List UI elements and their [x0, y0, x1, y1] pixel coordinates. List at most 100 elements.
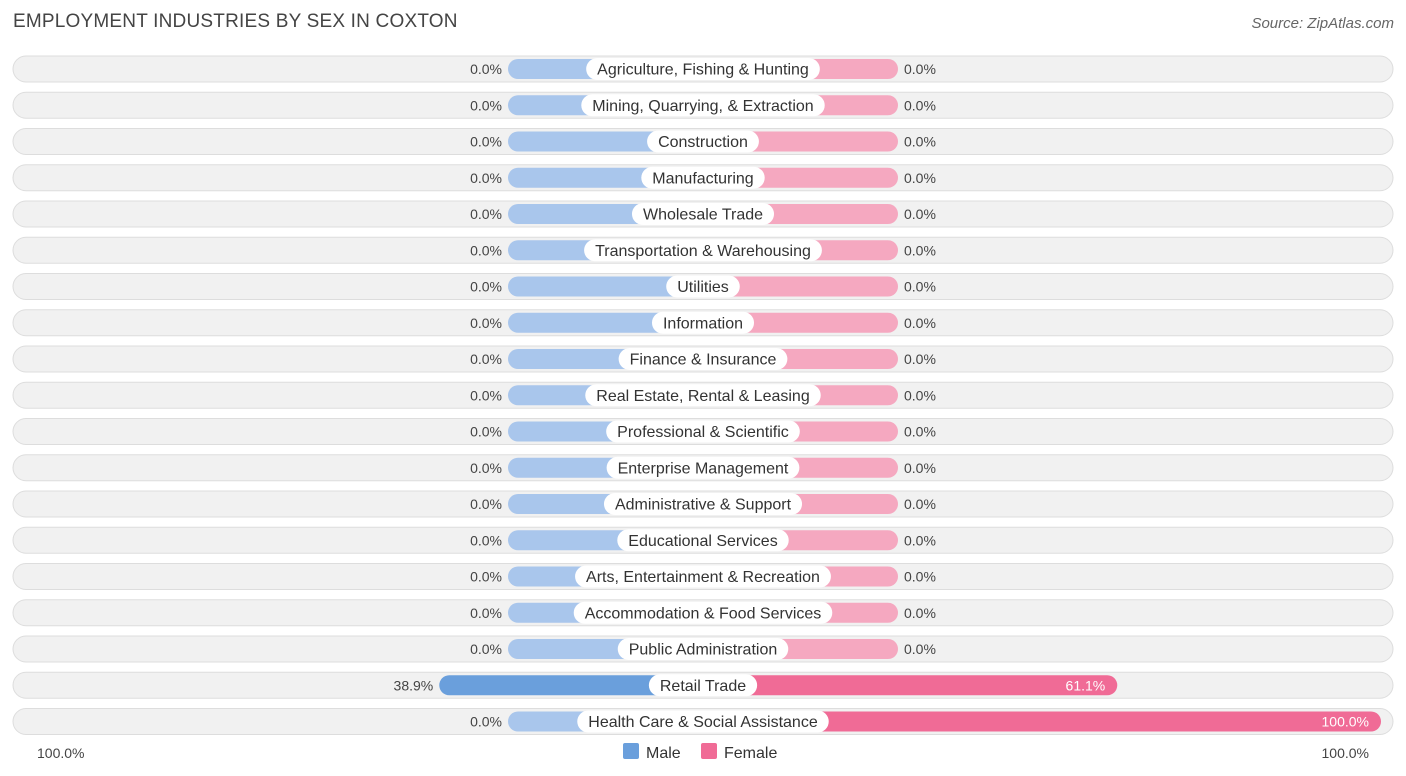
chart-row: Information 0.0% 0.0% — [12, 309, 1394, 337]
category-label: Construction — [658, 134, 748, 151]
bar-female — [703, 711, 1381, 732]
category-label: Finance & Insurance — [630, 352, 777, 369]
category-label-pill — [575, 565, 831, 588]
chart-row: Administrative & Support 0.0% 0.0% — [12, 490, 1394, 518]
category-label: Real Estate, Rental & Leasing — [596, 388, 809, 405]
axis-label-right: 100.0% — [1322, 745, 1369, 761]
bar-male — [439, 675, 703, 696]
chart-row: Retail Trade 38.9% 61.1% — [12, 671, 1394, 699]
legend-label-male: Male — [646, 745, 681, 762]
axis-label-left: 100.0% — [37, 745, 84, 761]
category-label-pill — [666, 275, 740, 298]
category-label: Educational Services — [628, 533, 777, 550]
category-label: Enterprise Management — [618, 460, 789, 477]
category-label-pill — [618, 348, 788, 370]
category-label: Wholesale Trade — [643, 207, 763, 224]
category-label: Transportation & Warehousing — [595, 243, 811, 260]
value-label-female: 61.1% — [1066, 677, 1106, 693]
value-label-male: 0.0% — [470, 714, 502, 730]
value-label-male: 0.0% — [470, 170, 502, 186]
chart-row: Manufacturing 0.0% 0.0% — [12, 164, 1394, 192]
legend-swatch-female — [701, 743, 717, 759]
value-label-female: 0.0% — [904, 387, 936, 403]
category-label-pill — [641, 166, 765, 189]
category-label-pill — [586, 58, 820, 80]
category-label-pill — [573, 601, 833, 624]
category-label-pill — [584, 239, 822, 262]
value-label-male: 0.0% — [470, 605, 502, 621]
chart-title: EMPLOYMENT INDUSTRIES BY SEX IN COXTON — [13, 11, 458, 32]
category-label: Manufacturing — [652, 170, 753, 187]
chart-row: Finance & Insurance 0.0% 0.0% — [12, 345, 1394, 373]
chart-row: Transportation & Warehousing 0.0% 0.0% — [12, 236, 1394, 264]
chart-row: Educational Services 0.0% 0.0% — [12, 526, 1394, 554]
chart-row: Health Care & Social Assistance 0.0% 100.0… — [12, 708, 1394, 735]
value-label-male: 0.0% — [470, 279, 502, 295]
value-label-female: 0.0% — [904, 97, 936, 113]
chart-row: Arts, Entertainment & Recreation 0.0% 0.0% — [12, 563, 1394, 590]
value-label-male: 0.0% — [470, 315, 502, 331]
value-label-female: 0.0% — [904, 206, 936, 222]
category-label: Agriculture, Fishing & Hunting — [597, 62, 809, 79]
value-label-female: 0.0% — [904, 532, 936, 548]
value-label-male: 0.0% — [470, 206, 502, 222]
bar-male — [508, 276, 703, 297]
category-label-pill — [581, 94, 825, 117]
category-label: Professional & Scientific — [617, 424, 789, 441]
category-label: Mining, Quarrying, & Extraction — [592, 98, 813, 115]
chart-source: Source: ZipAtlas.com — [1251, 15, 1394, 32]
value-label-male: 0.0% — [470, 496, 502, 512]
category-label-pill — [577, 710, 829, 733]
chart-row: Enterprise Management 0.0% 0.0% — [12, 454, 1394, 482]
value-label-female: 0.0% — [904, 242, 936, 258]
category-label-pill — [606, 420, 800, 443]
value-label-female: 0.0% — [904, 641, 936, 657]
category-label-pill — [617, 529, 789, 552]
category-label-pill — [603, 493, 803, 515]
value-label-male: 0.0% — [470, 460, 502, 476]
value-label-female: 0.0% — [904, 315, 936, 331]
chart-row: Real Estate, Rental & Leasing 0.0% 0.0% — [12, 381, 1394, 409]
value-label-male: 38.9% — [394, 677, 434, 693]
category-label: Administrative & Support — [615, 497, 792, 514]
value-label-female: 0.0% — [904, 569, 936, 585]
value-label-male: 0.0% — [470, 641, 502, 657]
value-label-female: 0.0% — [904, 170, 936, 186]
value-label-male: 0.0% — [470, 61, 502, 77]
legend-swatch-male — [623, 743, 639, 759]
category-label-pill — [606, 456, 800, 479]
value-label-male: 0.0% — [470, 387, 502, 403]
value-label-female: 0.0% — [904, 279, 936, 295]
category-label: Health Care & Social Assistance — [588, 714, 818, 731]
chart-row: Construction 0.0% 0.0% — [12, 128, 1394, 155]
chart-row: Mining, Quarrying, & Extraction 0.0% 0.0% — [12, 91, 1394, 119]
category-label-pill — [617, 638, 789, 660]
bar-female — [703, 276, 898, 297]
value-label-male: 0.0% — [470, 569, 502, 585]
category-label: Arts, Entertainment & Recreation — [586, 569, 820, 586]
category-label: Accommodation & Food Services — [585, 605, 822, 622]
chart-row: Professional & Scientific 0.0% 0.0% — [12, 418, 1394, 445]
chart-row: Utilities 0.0% 0.0% — [12, 273, 1394, 300]
value-label-male: 0.0% — [470, 532, 502, 548]
value-label-female: 0.0% — [904, 351, 936, 367]
value-label-female: 100.0% — [1322, 714, 1369, 730]
value-label-male: 0.0% — [470, 242, 502, 258]
chart-row: Agriculture, Fishing & Hunting 0.0% 0.0% — [12, 55, 1394, 83]
category-label: Public Administration — [629, 642, 778, 659]
value-label-male: 0.0% — [470, 424, 502, 440]
value-label-male: 0.0% — [470, 97, 502, 113]
chart-row: Accommodation & Food Services 0.0% 0.0% — [12, 599, 1394, 627]
category-label-pill — [631, 203, 775, 225]
category-label-pill — [648, 674, 758, 697]
value-label-female: 0.0% — [904, 424, 936, 440]
value-label-female: 0.0% — [904, 496, 936, 512]
category-label: Information — [663, 315, 743, 332]
value-label-female: 0.0% — [904, 605, 936, 621]
chart-row: Public Administration 0.0% 0.0% — [12, 635, 1394, 663]
category-label-pill — [651, 311, 755, 334]
value-label-female: 0.0% — [904, 460, 936, 476]
category-label: Retail Trade — [660, 678, 746, 695]
value-label-male: 0.0% — [470, 351, 502, 367]
